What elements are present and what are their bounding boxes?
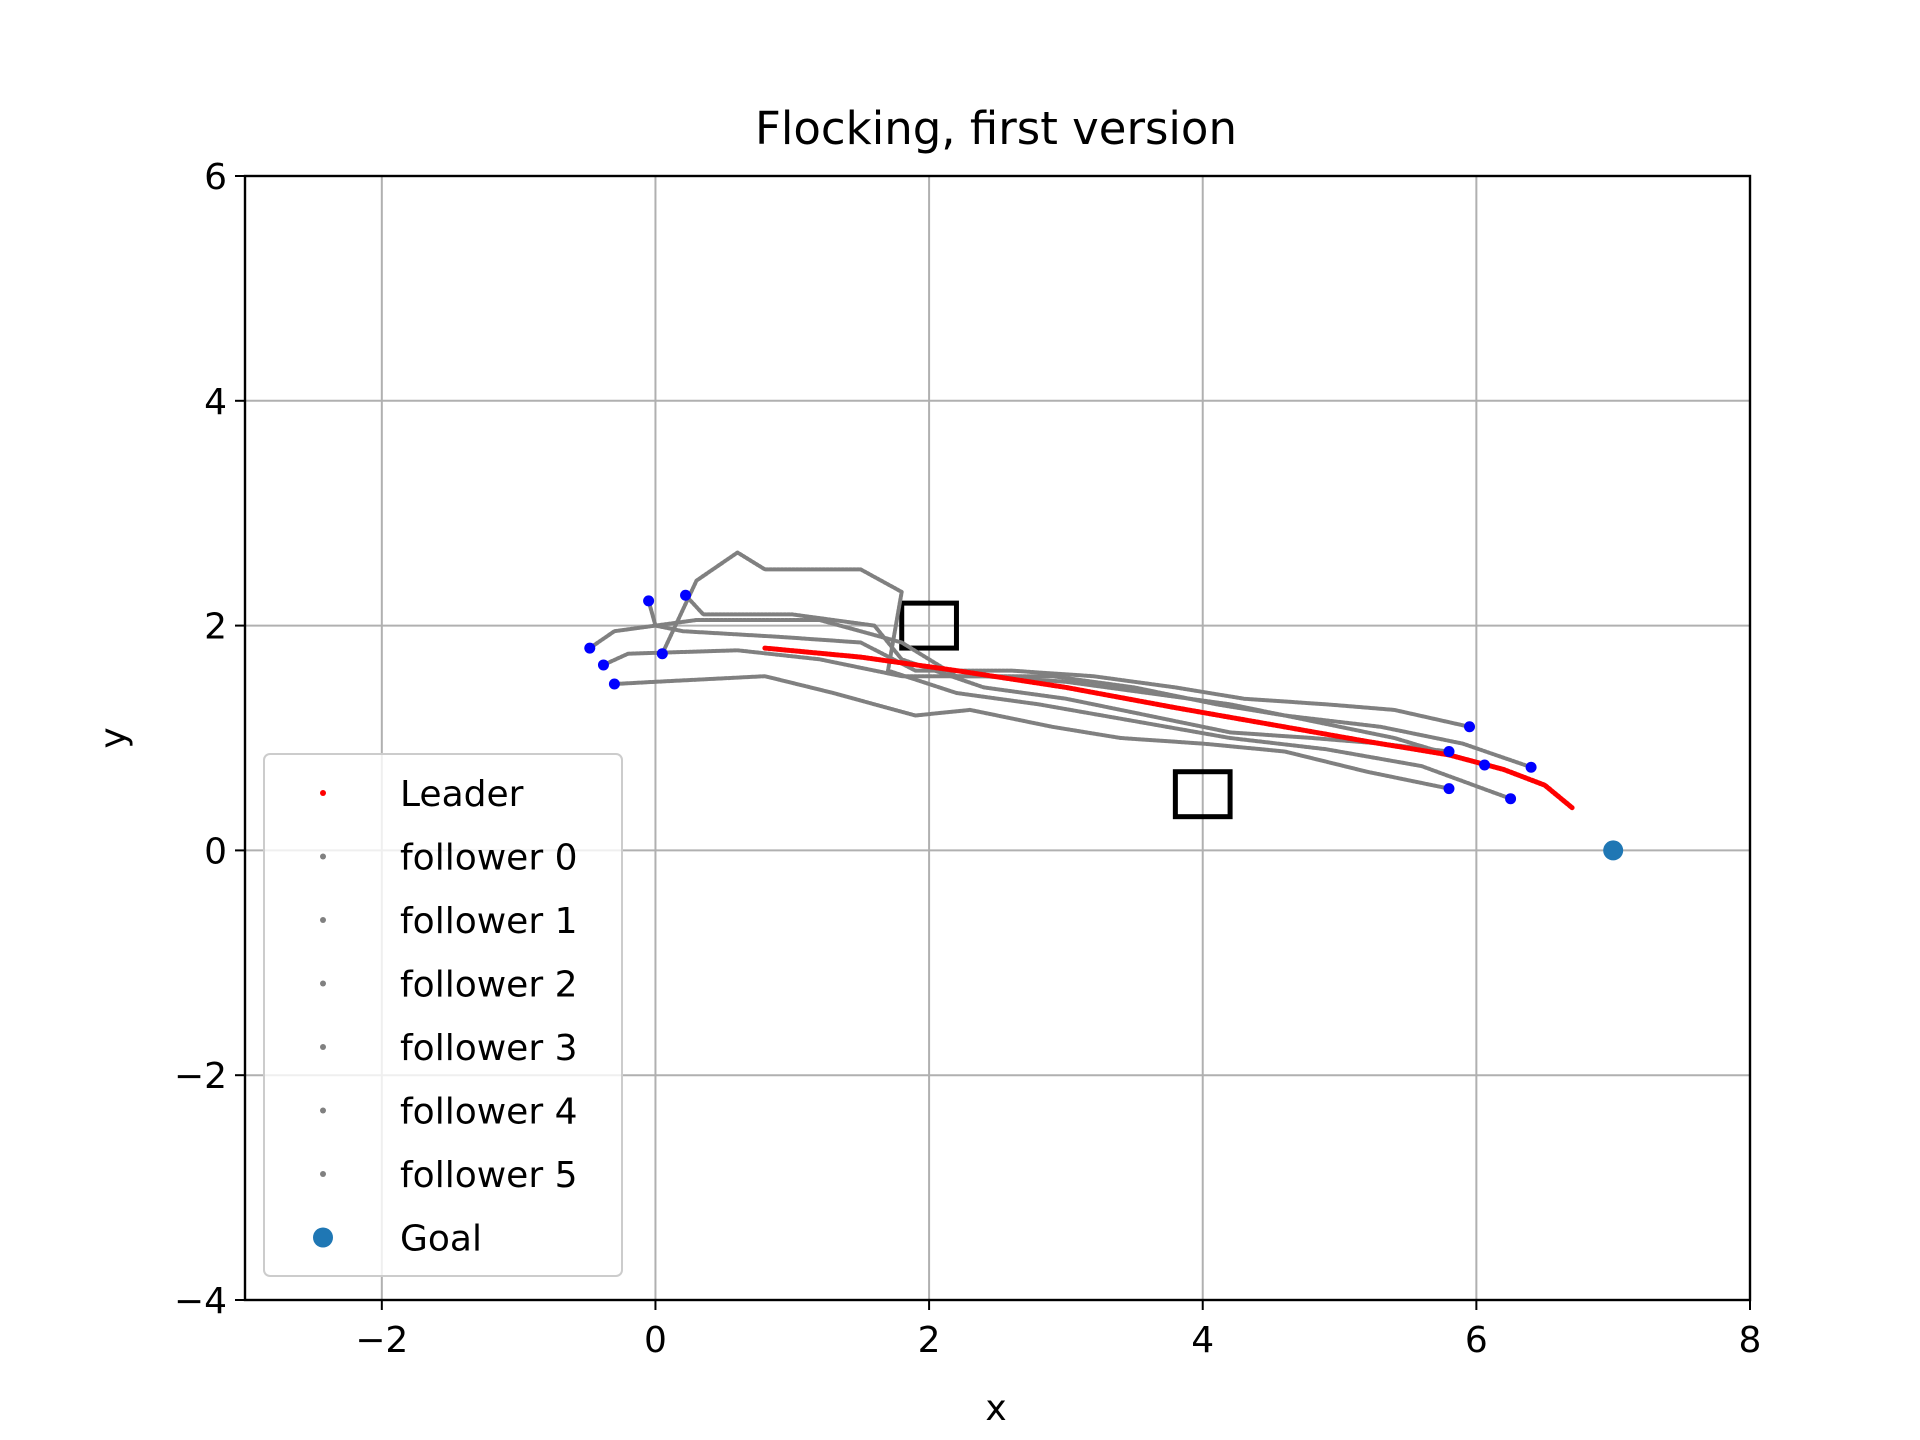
legend-marker xyxy=(320,790,326,796)
y-tick-label: 0 xyxy=(204,831,227,872)
legend-label: follower 3 xyxy=(400,1028,577,1069)
legend-box xyxy=(263,753,623,1277)
follower-end-point xyxy=(1525,761,1537,773)
y-tick-label: 6 xyxy=(204,157,227,198)
obstacles xyxy=(899,600,1233,820)
chart-title: Flocking, first version xyxy=(755,102,1237,155)
goal-marker xyxy=(1603,840,1624,861)
follower-end-point xyxy=(1464,721,1476,733)
obstacle-box xyxy=(899,600,959,651)
legend-label: follower 2 xyxy=(400,965,577,1006)
legend-marker xyxy=(320,1171,326,1177)
follower-start-point xyxy=(608,678,620,690)
x-tick-label: 8 xyxy=(1739,1320,1762,1361)
follower-trajectory xyxy=(612,674,1451,791)
x-tick-label: 2 xyxy=(918,1320,941,1361)
legend-label: Goal xyxy=(400,1219,482,1260)
x-tick-label: −2 xyxy=(355,1320,408,1361)
obstacle-box xyxy=(1172,769,1233,820)
legend-marker xyxy=(320,1107,326,1114)
follower-start-point xyxy=(584,642,596,654)
endpoints xyxy=(584,589,1537,805)
follower-end-point xyxy=(1443,745,1455,757)
legend: Leader follower 0 follower 1 follower 2 foll… xyxy=(263,753,623,1277)
x-tick-label: 0 xyxy=(644,1320,667,1361)
follower-trajectory xyxy=(587,618,1534,770)
trajectories xyxy=(587,550,1575,811)
legend-marker xyxy=(313,1227,333,1248)
follower-start-point xyxy=(597,659,609,671)
follower-end-point xyxy=(1505,793,1517,805)
axes-frame xyxy=(243,174,1752,1302)
legend-label: follower 1 xyxy=(400,901,577,942)
follower-trajectory xyxy=(646,598,1472,729)
x-tick-label: 6 xyxy=(1465,1320,1488,1361)
follower-trajectory xyxy=(660,550,1513,801)
y-axis-ticks: −4 −2 0 2 4 6 xyxy=(174,157,245,1322)
legend-label: follower 5 xyxy=(400,1155,577,1196)
follower-start-point xyxy=(656,648,668,660)
y-tick-label: 4 xyxy=(204,382,227,423)
y-tick-label: 2 xyxy=(204,607,227,648)
legend-marker xyxy=(320,917,326,923)
leader-trajectory xyxy=(762,645,1575,811)
legend-label: Leader xyxy=(400,774,524,815)
follower-end-point xyxy=(1479,759,1491,771)
follower-end-point xyxy=(1443,783,1455,795)
x-axis-ticks: −2 0 2 4 6 8 xyxy=(355,1300,1761,1361)
follower-start-point xyxy=(680,589,692,601)
y-tick-label: −2 xyxy=(174,1056,227,1097)
y-tick-label: −4 xyxy=(174,1281,227,1322)
follower-start-point xyxy=(643,595,655,607)
legend-marker xyxy=(320,1044,326,1050)
legend-label: follower 4 xyxy=(400,1092,577,1133)
legend-label: follower 0 xyxy=(400,838,577,879)
follower-trajectory xyxy=(683,593,1451,754)
y-axis-label: y xyxy=(93,727,134,748)
legend-marker xyxy=(320,980,326,987)
x-axis-label: x xyxy=(985,1388,1006,1429)
x-tick-label: 4 xyxy=(1191,1320,1214,1361)
goal-layer xyxy=(1603,840,1624,861)
legend-marker xyxy=(320,853,326,860)
